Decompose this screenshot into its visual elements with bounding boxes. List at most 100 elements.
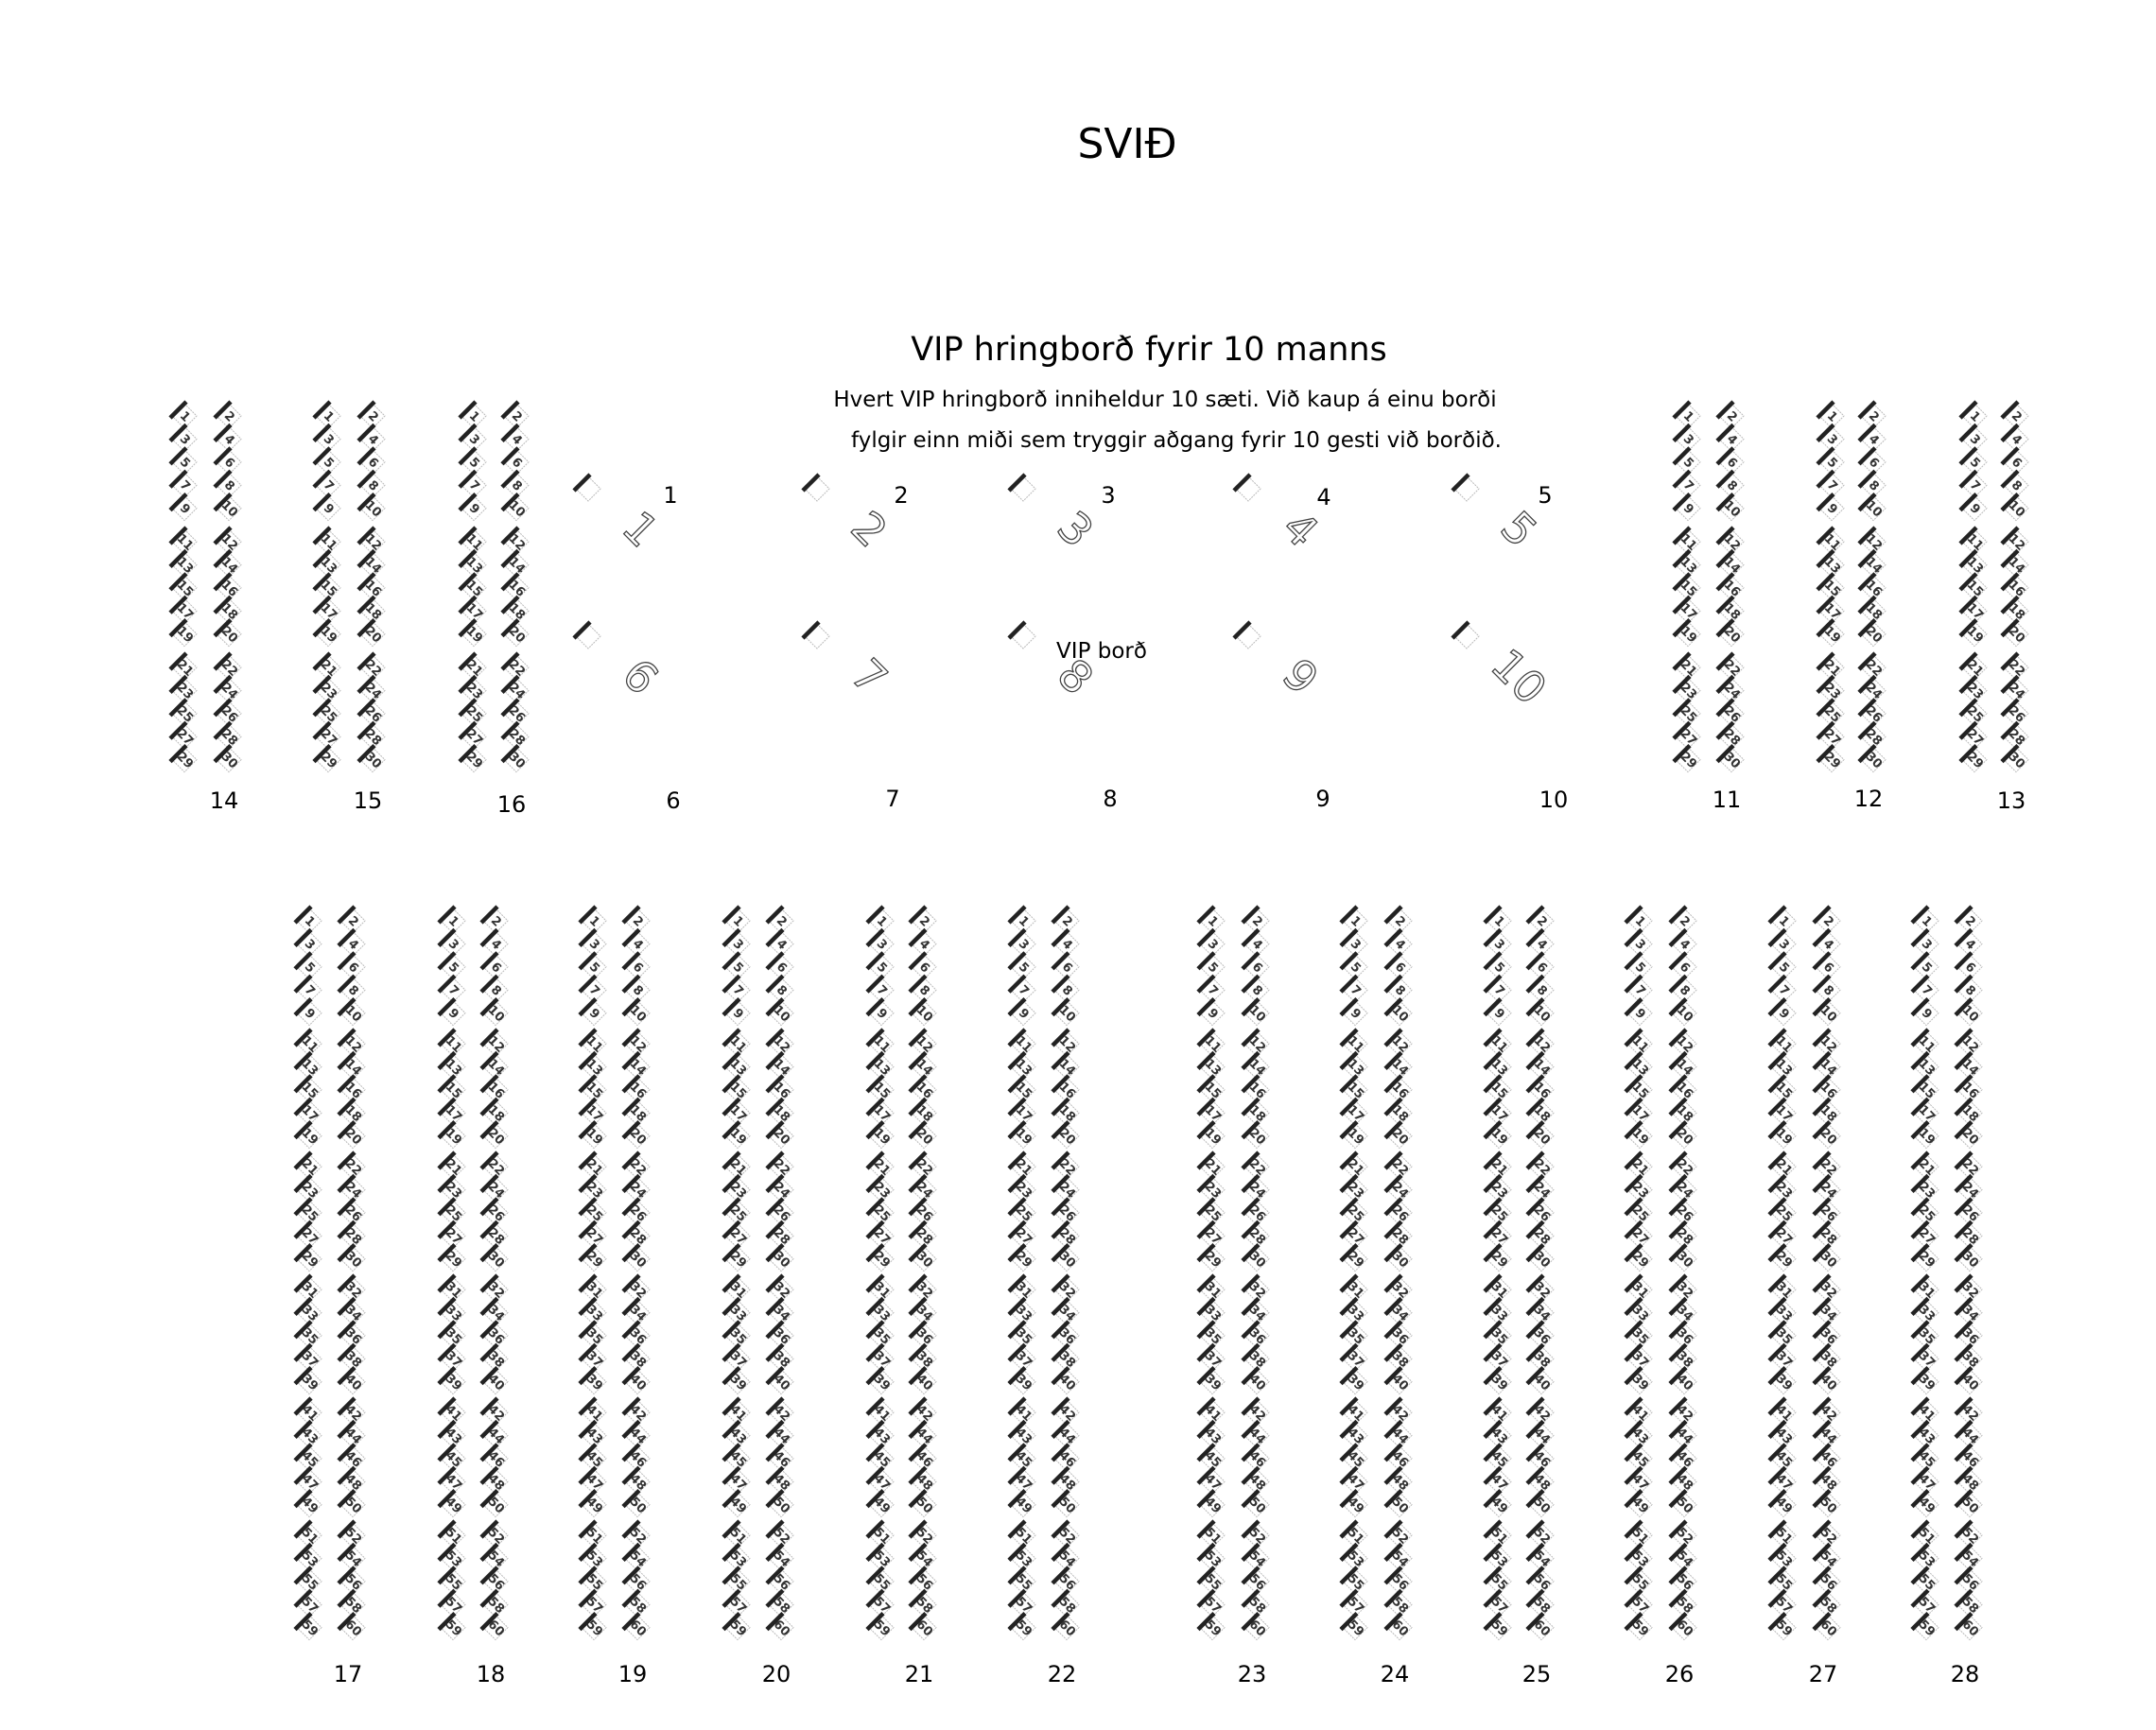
seat[interactable]: 45 (1624, 1443, 1653, 1472)
seat[interactable]: 52 (1051, 1519, 1080, 1548)
seat[interactable]: 4 (908, 927, 937, 958)
seat[interactable]: 19 (168, 618, 198, 648)
seat[interactable]: 17 (865, 1097, 895, 1126)
seat[interactable]: 58 (908, 1588, 937, 1618)
seat[interactable]: 12 (1954, 1028, 1983, 1057)
seat[interactable]: 48 (337, 1465, 366, 1495)
seat[interactable]: 46 (1051, 1443, 1080, 1472)
seat[interactable]: 10 (1857, 493, 1886, 522)
seat[interactable]: 35 (1910, 1320, 1939, 1349)
seat[interactable]: 38 (621, 1342, 651, 1372)
seat[interactable]: 36 (1812, 1320, 1841, 1349)
seat[interactable]: 49 (1624, 1489, 1653, 1518)
seat[interactable]: 14 (1812, 1050, 1841, 1081)
seat[interactable]: 23 (1767, 1173, 1797, 1203)
seat[interactable]: 46 (765, 1443, 794, 1472)
seat[interactable]: 57 (1624, 1588, 1653, 1618)
seat[interactable]: 13 (1958, 548, 1988, 579)
seat[interactable]: 12 (621, 1028, 651, 1057)
seat[interactable]: 54 (765, 1542, 794, 1572)
seat[interactable]: 7 (168, 469, 198, 498)
seat[interactable]: 47 (1196, 1465, 1226, 1495)
seat[interactable]: 51 (1007, 1519, 1036, 1548)
seat[interactable]: 33 (293, 1296, 322, 1326)
seat[interactable]: 26 (1668, 1197, 1697, 1226)
seat[interactable]: 6 (1241, 951, 1270, 980)
seat[interactable]: 59 (722, 1612, 751, 1641)
seat[interactable]: 2 (621, 905, 651, 934)
seat[interactable]: 31 (865, 1273, 895, 1303)
seat[interactable]: 2 (1525, 905, 1555, 934)
seat[interactable]: 29 (1816, 744, 1845, 773)
seat[interactable]: 10 (337, 997, 366, 1027)
seat[interactable]: 58 (479, 1588, 509, 1618)
seat[interactable]: 25 (865, 1197, 895, 1226)
seat[interactable]: 7 (722, 974, 751, 1003)
seat[interactable]: 15 (865, 1074, 895, 1103)
seat[interactable]: 27 (1958, 720, 1988, 750)
seat[interactable]: 25 (458, 698, 487, 727)
seat[interactable] (1451, 620, 1480, 649)
seat[interactable]: 31 (722, 1273, 751, 1303)
seat[interactable]: 23 (1624, 1173, 1653, 1203)
seat[interactable]: 19 (1007, 1120, 1036, 1150)
seat[interactable]: 24 (479, 1173, 509, 1203)
seat[interactable]: 15 (1767, 1074, 1797, 1103)
seat[interactable]: 49 (1483, 1489, 1512, 1518)
seat[interactable]: 44 (621, 1419, 651, 1449)
seat[interactable]: 28 (479, 1220, 509, 1249)
seat[interactable]: 22 (479, 1150, 509, 1180)
seat[interactable]: 19 (437, 1120, 466, 1150)
seat[interactable]: 59 (1767, 1612, 1797, 1641)
seat[interactable]: 7 (458, 469, 487, 498)
seat[interactable]: 11 (168, 526, 198, 555)
seat[interactable]: 50 (1668, 1489, 1697, 1518)
seat[interactable]: 36 (1954, 1320, 1983, 1349)
seat[interactable]: 35 (722, 1320, 751, 1349)
seat[interactable]: 2 (2000, 400, 2029, 429)
seat[interactable]: 38 (479, 1342, 509, 1372)
seat[interactable]: 6 (621, 951, 651, 980)
seat[interactable]: 12 (213, 526, 242, 555)
seat[interactable]: 27 (865, 1220, 895, 1249)
seat[interactable]: 5 (1624, 951, 1653, 980)
seat[interactable]: 12 (500, 526, 530, 555)
seat[interactable]: 27 (578, 1220, 607, 1249)
seat[interactable]: 40 (479, 1366, 509, 1395)
seat[interactable]: 27 (1624, 1220, 1653, 1249)
seat[interactable]: 36 (908, 1320, 937, 1349)
seat[interactable]: 16 (1857, 572, 1886, 601)
seat[interactable]: 56 (1954, 1566, 1983, 1595)
seat[interactable]: 28 (1051, 1220, 1080, 1249)
seat[interactable]: 30 (1241, 1243, 1270, 1272)
seat[interactable]: 39 (722, 1366, 751, 1395)
seat[interactable]: 46 (1383, 1443, 1413, 1472)
seat[interactable]: 9 (1672, 493, 1701, 522)
seat[interactable]: 47 (1767, 1465, 1797, 1495)
seat[interactable]: 32 (1668, 1273, 1697, 1303)
seat[interactable]: 40 (621, 1366, 651, 1395)
seat[interactable]: 29 (1483, 1243, 1512, 1272)
seat[interactable]: 22 (500, 651, 530, 681)
seat[interactable]: 16 (479, 1074, 509, 1103)
seat[interactable]: 44 (1668, 1419, 1697, 1449)
seat[interactable]: 48 (479, 1465, 509, 1495)
seat[interactable]: 22 (1715, 651, 1745, 681)
seat[interactable]: 35 (437, 1320, 466, 1349)
seat[interactable]: 35 (865, 1320, 895, 1349)
seat[interactable]: 56 (1051, 1566, 1080, 1595)
seat[interactable]: 54 (1051, 1542, 1080, 1572)
seat[interactable]: 51 (1196, 1519, 1226, 1548)
vip-table-5[interactable]: 55 (1451, 473, 1553, 558)
seat[interactable]: 18 (1812, 1097, 1841, 1126)
seat[interactable]: 55 (865, 1566, 895, 1595)
seat[interactable]: 54 (479, 1542, 509, 1572)
seat[interactable]: 56 (337, 1566, 366, 1595)
seat[interactable]: 51 (1767, 1519, 1797, 1548)
seat[interactable]: 24 (1383, 1173, 1413, 1203)
seat[interactable]: 9 (437, 997, 466, 1027)
seat[interactable]: 54 (908, 1542, 937, 1572)
seat[interactable]: 57 (437, 1588, 466, 1618)
seat[interactable]: 45 (1339, 1443, 1368, 1472)
seat[interactable]: 42 (765, 1396, 794, 1426)
